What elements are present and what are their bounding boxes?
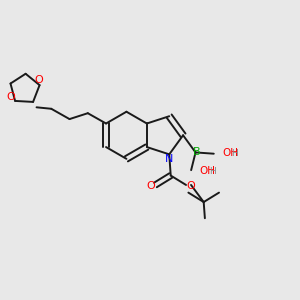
- Text: H: H: [209, 167, 216, 176]
- Text: O: O: [34, 75, 43, 85]
- Text: OH: OH: [200, 166, 215, 176]
- Text: H: H: [231, 149, 238, 158]
- Text: OH: OH: [222, 148, 238, 158]
- Text: O: O: [7, 92, 15, 102]
- Text: O: O: [146, 181, 155, 190]
- Text: B: B: [193, 147, 200, 157]
- Text: O: O: [187, 181, 195, 190]
- Text: N: N: [164, 154, 173, 164]
